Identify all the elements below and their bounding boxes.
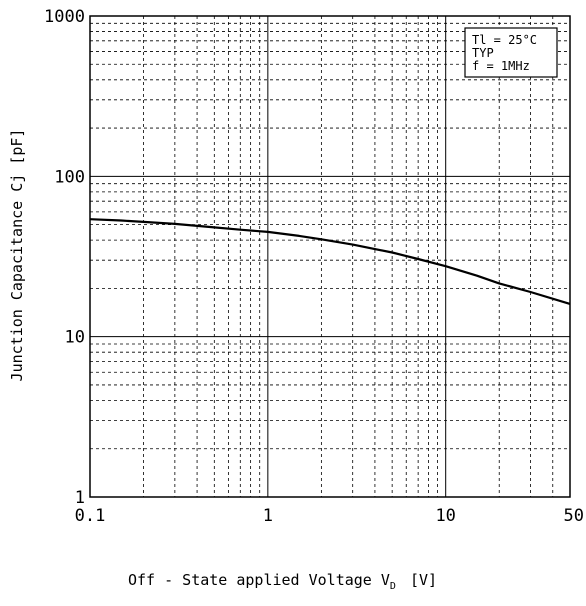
minor-grid [90, 16, 571, 497]
y-tick-label: 1000 [44, 7, 85, 27]
x-axis-title-unit: [V] [410, 571, 437, 589]
series-layer [89, 218, 571, 305]
plot-frame [89, 15, 571, 498]
condition-legend: Tl = 25°C TYP f = 1MHz [464, 27, 558, 78]
x-tick-label: 0.1 [75, 506, 106, 526]
legend-temperature: Tl = 25°C [472, 33, 537, 47]
legend-frequency: f = 1MHz [472, 59, 530, 73]
y-tick-label: 1 [75, 488, 85, 508]
x-tick-label: 50 [564, 506, 584, 526]
y-tick-label: 100 [54, 167, 85, 187]
x-axis-title-subscript: D [390, 581, 396, 592]
x-axis-title-main: Off - State applied Voltage V [128, 571, 390, 589]
y-axis-title: Junction Capacitance Cj [pF] [8, 129, 26, 382]
y-tick-labels: 1 10 100 1000 [44, 7, 85, 508]
legend-typ: TYP [472, 46, 494, 60]
major-grid [89, 16, 570, 498]
capacitance-curve [89, 218, 571, 305]
x-tick-labels: 0.1 1 10 50 [75, 506, 584, 526]
x-tick-label: 1 [263, 506, 273, 526]
x-tick-label: 10 [435, 506, 455, 526]
legend-frame [464, 27, 558, 78]
y-tick-label: 10 [65, 328, 85, 348]
x-axis-title: Off - State applied Voltage VD [V] [128, 571, 437, 592]
